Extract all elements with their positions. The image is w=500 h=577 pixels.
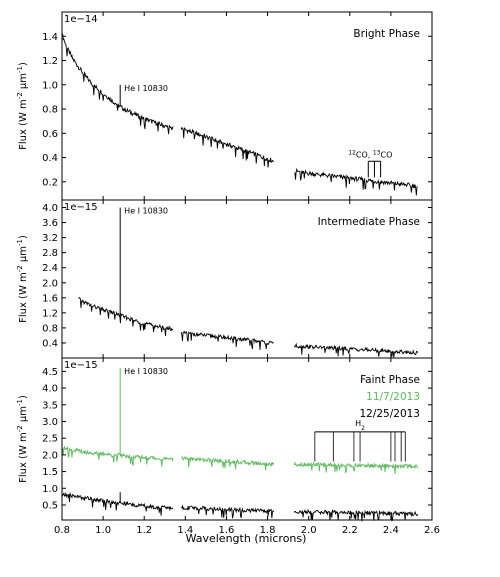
y-tick-label: 1.2 xyxy=(42,56,58,67)
y-tick-label: 1.0 xyxy=(42,484,58,495)
y-tick-label: 1.6 xyxy=(42,293,58,304)
x-tick-label: 1.0 xyxy=(95,525,111,536)
x-tick-label: 2.0 xyxy=(301,525,317,536)
y-tick-label: 2.8 xyxy=(42,248,58,259)
x-tick-label: 1.6 xyxy=(218,525,234,536)
series-12-25-2013-segment-0 xyxy=(61,491,174,516)
panel-title: Intermediate Phase xyxy=(318,216,420,228)
x-tick-label: 2.2 xyxy=(342,525,358,536)
scale-label: 1e−15 xyxy=(64,360,98,371)
series-11-7-2013-segment-0 xyxy=(61,446,174,467)
scale-label: 1e−14 xyxy=(64,14,98,25)
y-axis-label: Flux (W m-2 μm-1) xyxy=(16,235,29,323)
legend-entry: 12/25/2013 xyxy=(359,408,420,420)
y-tick-label: 3.6 xyxy=(42,218,58,229)
x-tick-label: 1.8 xyxy=(260,525,276,536)
x-tick-label: 2.6 xyxy=(424,525,440,536)
x-tick-label: 1.4 xyxy=(177,525,193,536)
panel-title: Faint Phase xyxy=(360,374,420,386)
y-tick-label: 3.2 xyxy=(42,233,58,244)
y-tick-label: 3.0 xyxy=(42,417,58,428)
y-tick-label: 4.5 xyxy=(42,367,58,378)
y-tick-label: 2.5 xyxy=(42,434,58,445)
y-tick-label: 1.2 xyxy=(42,308,58,319)
y-tick-label: 0.8 xyxy=(42,105,58,116)
x-axis-label: Wavelength (microns) xyxy=(186,532,307,545)
y-tick-label: 1.0 xyxy=(42,80,58,91)
series-bright-segment-2 xyxy=(294,167,418,196)
x-tick-label: 0.8 xyxy=(54,525,70,536)
panel-faint: 0.5 1.0 1.5 2.0 2.5 3.0 3.5 4.0 4.5 0.8 1.0 1.2 1.4 1… xyxy=(16,357,440,536)
panel-frame xyxy=(61,357,433,521)
y-tick-label: 0.8 xyxy=(42,323,58,334)
scale-label: 1e−15 xyxy=(64,202,98,213)
y-tick-label: 4.0 xyxy=(42,384,58,395)
x-tick-label: 1.2 xyxy=(136,525,152,536)
y-tick-label: 0.2 xyxy=(42,177,58,188)
panel-title: Bright Phase xyxy=(353,28,420,40)
y-tick-label: 0.4 xyxy=(42,153,58,164)
series-intermediate-segment-2 xyxy=(293,342,419,358)
series-intermediate-segment-1 xyxy=(180,330,274,350)
panel-bright: 0.2 0.4 0.6 0.8 1.0 1.2 1.4 1e−14 Bright Phase He… xyxy=(16,11,433,201)
panel-intermediate: 0.4 0.8 1.2 1.6 2.0 2.4 2.8 3.2 3.6 4.0 1e−15 Inter… xyxy=(16,199,433,359)
series-11-7-2013-segment-1 xyxy=(181,455,275,470)
y-tick-label: 0.6 xyxy=(42,129,58,140)
series-bright-segment-1 xyxy=(180,126,275,168)
he-line-label: He I 10830 xyxy=(124,367,168,376)
y-tick-label: 0.5 xyxy=(42,500,58,511)
series-intermediate-segment-0 xyxy=(78,296,174,337)
y-tick-label: 2.0 xyxy=(42,450,58,461)
he-line-label: He I 10830 xyxy=(124,84,168,93)
y-tick-label: 3.5 xyxy=(42,400,58,411)
y-tick-label: 4.0 xyxy=(42,203,58,214)
y-tick-label: 1.4 xyxy=(42,32,58,43)
series-12-25-2013-segment-1 xyxy=(181,504,275,519)
series-bright-segment-0 xyxy=(61,33,174,135)
y-axis-label: Flux (W m-2 μm-1) xyxy=(16,62,29,150)
he-line-label: He I 10830 xyxy=(124,207,168,216)
y-tick-label: 1.5 xyxy=(42,467,58,478)
series-11-7-2013-segment-2 xyxy=(293,461,419,475)
series-12-25-2013-segment-2 xyxy=(293,508,419,522)
legend-entry: 11/7/2013 xyxy=(366,391,420,403)
y-tick-label: 2.0 xyxy=(42,278,58,289)
co-bandhead-label: 12CO, 13CO xyxy=(348,149,392,160)
h2-label: H2 xyxy=(355,419,365,432)
y-axis-label: Flux (W m-2 μm-1) xyxy=(16,395,29,483)
x-tick-label: 2.4 xyxy=(383,525,399,536)
y-tick-label: 2.4 xyxy=(42,263,58,274)
y-tick-label: 0.4 xyxy=(42,338,58,349)
